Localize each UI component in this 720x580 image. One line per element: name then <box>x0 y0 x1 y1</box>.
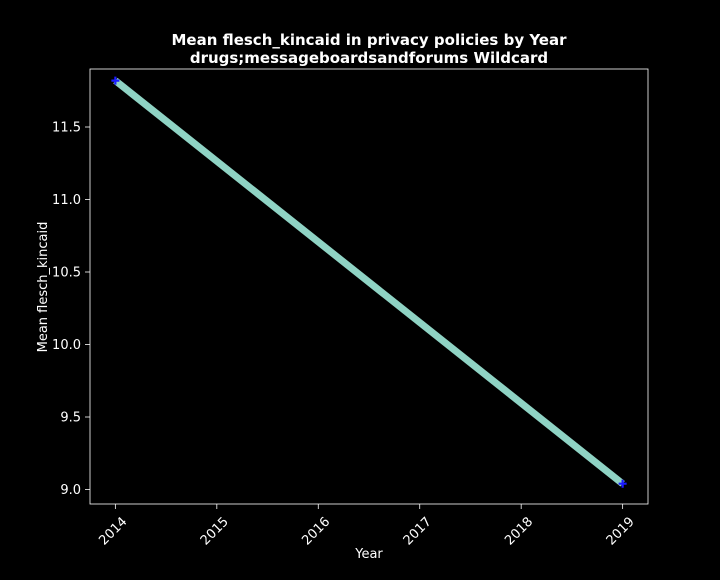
data-point-marker <box>618 479 627 488</box>
chart-title-line-2: drugs;messageboardsandforums Wildcard <box>190 49 548 67</box>
x-tick-label: 2016 <box>299 514 333 548</box>
y-tick-label: 10.0 <box>52 338 81 353</box>
series-layer <box>111 76 627 488</box>
y-tick-label: 11.5 <box>52 121 81 136</box>
x-tick-label: 2014 <box>96 514 130 548</box>
y-tick-label: 11.0 <box>52 193 81 208</box>
x-tick-label: 2018 <box>502 514 536 548</box>
x-axis-label: Year <box>354 547 383 562</box>
x-tick-label: 2019 <box>604 514 638 548</box>
y-tick-label: 9.5 <box>60 411 81 426</box>
y-axis-label: Mean flesch_kincaid <box>36 222 51 353</box>
chart-title: Mean flesch_kincaid in privacy policies … <box>171 31 567 67</box>
y-tick-label: 10.5 <box>52 266 81 281</box>
y-axis-ticks: 9.0 9.5 10.0 10.5 11.0 11.5 <box>52 121 90 498</box>
plot-area-frame <box>89 68 649 505</box>
chart-title-line-1: Mean flesch_kincaid in privacy policies … <box>171 31 567 49</box>
x-tick-label: 2015 <box>198 514 232 548</box>
series-line-1 <box>113 77 625 487</box>
y-tick-label: 9.0 <box>60 483 81 498</box>
x-tick-label: 2017 <box>401 514 435 548</box>
x-axis-ticks: 2014 2015 2016 2017 2018 2019 <box>96 504 638 548</box>
data-point-marker <box>111 76 120 85</box>
